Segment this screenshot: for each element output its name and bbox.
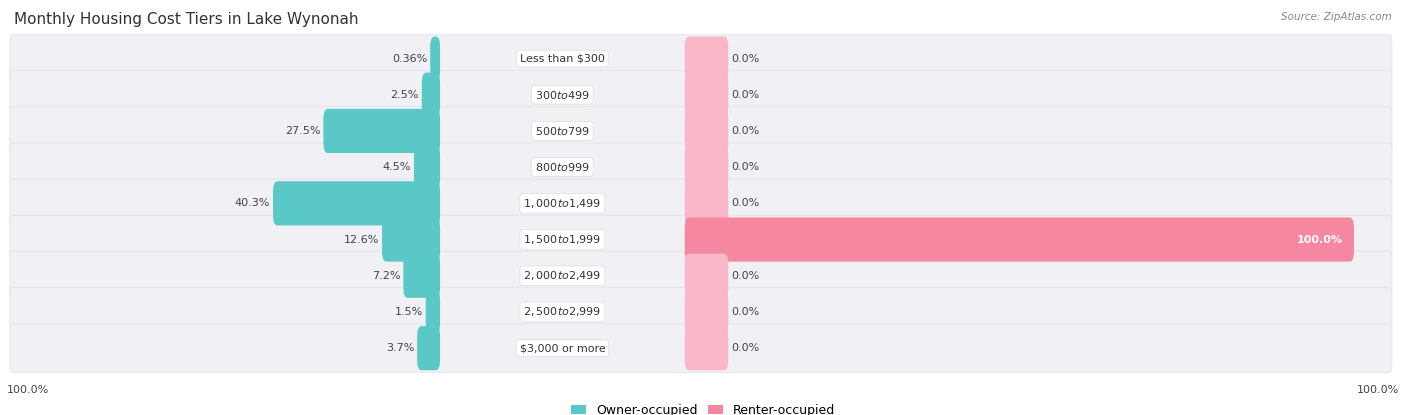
Text: $2,000 to $2,499: $2,000 to $2,499 [523, 269, 602, 282]
Text: 7.2%: 7.2% [373, 271, 401, 281]
FancyBboxPatch shape [685, 181, 728, 225]
FancyBboxPatch shape [10, 288, 1392, 336]
Text: $1,000 to $1,499: $1,000 to $1,499 [523, 197, 602, 210]
Text: 0.36%: 0.36% [392, 54, 427, 63]
Text: 27.5%: 27.5% [285, 126, 321, 136]
FancyBboxPatch shape [685, 109, 728, 153]
FancyBboxPatch shape [10, 251, 1392, 300]
Text: 0.0%: 0.0% [731, 126, 759, 136]
Text: Less than $300: Less than $300 [520, 54, 605, 63]
FancyBboxPatch shape [10, 324, 1392, 372]
Text: $800 to $999: $800 to $999 [534, 161, 591, 173]
FancyBboxPatch shape [685, 217, 1354, 261]
Text: 3.7%: 3.7% [385, 343, 415, 353]
Text: Source: ZipAtlas.com: Source: ZipAtlas.com [1281, 12, 1392, 22]
FancyBboxPatch shape [10, 179, 1392, 227]
FancyBboxPatch shape [10, 143, 1392, 191]
FancyBboxPatch shape [685, 290, 728, 334]
FancyBboxPatch shape [685, 73, 728, 117]
FancyBboxPatch shape [685, 326, 728, 370]
FancyBboxPatch shape [273, 181, 440, 225]
Text: 2.5%: 2.5% [391, 90, 419, 100]
Text: 100.0%: 100.0% [7, 385, 49, 395]
Text: 100.0%: 100.0% [1296, 234, 1343, 244]
FancyBboxPatch shape [10, 215, 1392, 264]
Text: 4.5%: 4.5% [382, 162, 411, 172]
Text: 0.0%: 0.0% [731, 162, 759, 172]
FancyBboxPatch shape [685, 37, 728, 81]
FancyBboxPatch shape [685, 145, 728, 189]
Text: 100.0%: 100.0% [1357, 385, 1399, 395]
FancyBboxPatch shape [685, 254, 728, 298]
Text: 0.0%: 0.0% [731, 271, 759, 281]
FancyBboxPatch shape [382, 217, 440, 261]
Text: 0.0%: 0.0% [731, 343, 759, 353]
Text: 12.6%: 12.6% [344, 234, 380, 244]
FancyBboxPatch shape [426, 290, 440, 334]
Text: $300 to $499: $300 to $499 [534, 89, 591, 101]
FancyBboxPatch shape [404, 254, 440, 298]
Text: 0.0%: 0.0% [731, 54, 759, 63]
Text: 0.0%: 0.0% [731, 198, 759, 208]
FancyBboxPatch shape [413, 145, 440, 189]
FancyBboxPatch shape [418, 326, 440, 370]
Text: $3,000 or more: $3,000 or more [520, 343, 605, 353]
Text: $500 to $799: $500 to $799 [534, 125, 591, 137]
FancyBboxPatch shape [10, 71, 1392, 119]
Text: $2,500 to $2,999: $2,500 to $2,999 [523, 305, 602, 318]
FancyBboxPatch shape [422, 73, 440, 117]
FancyBboxPatch shape [323, 109, 440, 153]
Text: 0.0%: 0.0% [731, 307, 759, 317]
FancyBboxPatch shape [10, 34, 1392, 83]
Text: 1.5%: 1.5% [395, 307, 423, 317]
FancyBboxPatch shape [10, 107, 1392, 155]
Legend: Owner-occupied, Renter-occupied: Owner-occupied, Renter-occupied [567, 399, 839, 415]
Text: 40.3%: 40.3% [235, 198, 270, 208]
Text: Monthly Housing Cost Tiers in Lake Wynonah: Monthly Housing Cost Tiers in Lake Wynon… [14, 12, 359, 27]
Text: 0.0%: 0.0% [731, 90, 759, 100]
FancyBboxPatch shape [430, 37, 440, 81]
Text: $1,500 to $1,999: $1,500 to $1,999 [523, 233, 602, 246]
